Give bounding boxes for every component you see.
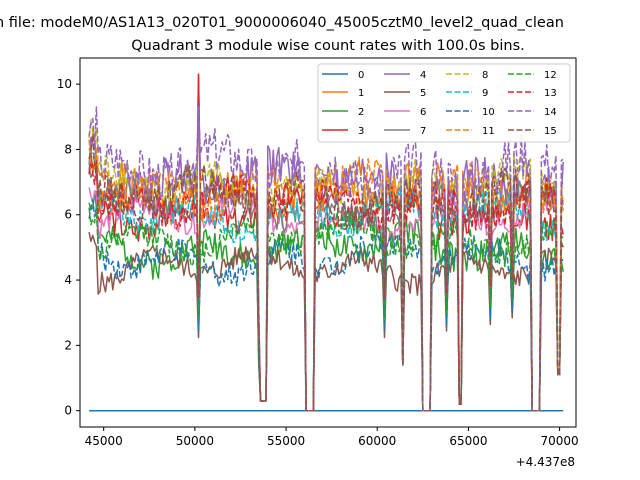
- legend-label-6: 6: [420, 107, 426, 118]
- x-offset-label: +4.437e8: [516, 455, 575, 469]
- legend-label-4: 4: [420, 70, 426, 81]
- y-tick-label: 8: [64, 142, 72, 156]
- series-line-5: [88, 231, 564, 412]
- x-tick-label: 50000: [176, 434, 214, 448]
- series-layer: [88, 73, 564, 412]
- y-tick-label: 6: [64, 208, 72, 222]
- legend-label-14: 14: [544, 107, 557, 118]
- axes-frame: [79, 57, 577, 428]
- legend-label-1: 1: [358, 88, 364, 99]
- x-tick-label: 55000: [267, 434, 305, 448]
- series-line-7: [88, 161, 564, 412]
- legend-label-9: 9: [482, 88, 488, 99]
- y-tick-label: 10: [57, 77, 72, 91]
- x-tick-label: 65000: [449, 434, 487, 448]
- x-tick-label: 60000: [358, 434, 396, 448]
- x-tick-label: 45000: [85, 434, 123, 448]
- legend-label-15: 15: [544, 126, 557, 137]
- series-line-12: [88, 204, 564, 412]
- y-axis: 0 2 4 6 8 10: [57, 77, 80, 418]
- x-tick-label: 70000: [540, 434, 578, 448]
- figure-suptitle: n file: modeM0/AS1A13_020T01_9000006040_…: [0, 15, 564, 31]
- legend-label-2: 2: [358, 107, 364, 118]
- legend-label-12: 12: [544, 70, 557, 81]
- legend-label-13: 13: [544, 88, 557, 99]
- x-axis: 45000 50000 55000 60000 65000 70000: [85, 427, 579, 448]
- legend-frame: [317, 63, 571, 143]
- legend-label-11: 11: [482, 126, 495, 137]
- legend-label-0: 0: [358, 70, 364, 81]
- y-tick-label: 0: [64, 404, 72, 418]
- legend-label-5: 5: [420, 88, 426, 99]
- series-line-15: [88, 133, 564, 412]
- series-line-13: [88, 160, 564, 412]
- legend-label-3: 3: [358, 126, 364, 137]
- legend-label-10: 10: [482, 107, 495, 118]
- chart-title: Quadrant 3 module wise count rates with …: [131, 38, 525, 54]
- series-line-14: [88, 106, 564, 412]
- legend-label-8: 8: [482, 70, 488, 81]
- legend-label-7: 7: [420, 126, 426, 137]
- y-tick-label: 2: [64, 338, 72, 352]
- y-tick-label: 4: [64, 273, 72, 287]
